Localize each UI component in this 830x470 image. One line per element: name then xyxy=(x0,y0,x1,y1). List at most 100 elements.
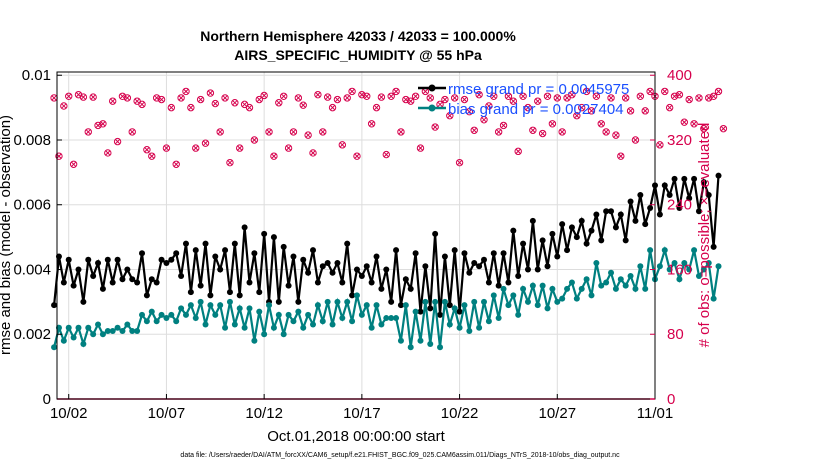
possible-count-marker xyxy=(587,107,596,115)
evaluated-count-marker xyxy=(642,108,648,114)
bias-point xyxy=(305,311,312,318)
possible-count-marker xyxy=(255,95,263,104)
evaluated-count-marker xyxy=(95,122,101,128)
bias-point xyxy=(148,308,155,315)
evaluated-count-marker xyxy=(574,113,580,119)
bias-point xyxy=(432,298,439,305)
possible-count-marker xyxy=(304,131,312,139)
evaluated-count-marker xyxy=(139,101,145,107)
bias-point xyxy=(671,260,678,267)
possible-count-marker xyxy=(656,141,664,149)
rmse-point xyxy=(212,253,219,260)
evaluated-count-marker xyxy=(535,98,541,104)
rmse-point xyxy=(608,208,615,215)
evaluated-count-marker xyxy=(90,94,96,100)
evaluated-count-marker xyxy=(388,93,394,99)
rmse-point xyxy=(710,243,717,250)
evaluated-count-marker xyxy=(334,96,340,103)
possible-count-marker xyxy=(450,94,459,102)
evaluated-count-marker xyxy=(579,105,585,111)
bias-point xyxy=(407,344,414,351)
rmse-point xyxy=(427,305,434,312)
bias-point xyxy=(295,308,302,315)
evaluated-count-marker xyxy=(276,100,282,106)
rmse-point xyxy=(461,250,468,257)
bias-point xyxy=(695,272,702,279)
evaluated-count-marker xyxy=(701,126,707,132)
bias-point xyxy=(197,298,204,305)
rmse-point xyxy=(251,250,258,257)
possible-count-marker xyxy=(211,99,219,108)
bias-point xyxy=(524,298,531,305)
possible-count-marker xyxy=(553,94,561,102)
bias-point xyxy=(124,321,131,328)
possible-count-marker xyxy=(578,103,586,112)
rmse-point xyxy=(158,256,165,263)
evaluated-count-marker xyxy=(500,122,507,128)
bias-point xyxy=(529,282,536,289)
rmse-point xyxy=(241,224,248,231)
evaluated-count-marker xyxy=(286,145,292,151)
bias-point xyxy=(505,302,512,309)
possible-count-marker xyxy=(216,128,224,136)
evaluated-count-marker xyxy=(232,100,238,106)
y-axis-label: rmse and bias (model - observation) xyxy=(0,115,14,355)
rmse-point xyxy=(583,240,590,247)
bias-point xyxy=(715,263,722,270)
possible-count-marker xyxy=(162,144,171,152)
bias-point xyxy=(691,247,698,254)
evaluated-count-marker xyxy=(427,95,433,101)
bias-point xyxy=(598,282,605,289)
possible-count-marker xyxy=(128,128,136,136)
bias-point xyxy=(75,324,82,331)
legend-bias-marker xyxy=(428,104,436,112)
rmse-point xyxy=(466,269,473,276)
bias-point xyxy=(119,328,126,335)
possible-count-marker xyxy=(602,128,610,136)
possible-count-marker xyxy=(529,126,537,134)
possible-count-marker xyxy=(187,103,195,112)
evaluated-count-marker xyxy=(676,92,682,98)
y2-axis-ticks: 0 80 160 240 320 400 xyxy=(650,67,692,408)
bias-point xyxy=(363,302,370,309)
bias-point xyxy=(603,279,610,286)
y-tick-label: 0.002 xyxy=(13,326,51,343)
evaluated-count-marker xyxy=(354,153,360,159)
rmse-point xyxy=(393,247,400,254)
evaluated-count-marker xyxy=(85,129,91,135)
bias-point xyxy=(353,292,360,299)
possible-count-marker xyxy=(597,120,605,128)
bias-point xyxy=(412,308,419,315)
bias-point xyxy=(246,305,253,312)
evaluated-count-marker xyxy=(711,93,717,99)
possible-count-marker xyxy=(499,121,508,130)
possible-count-marker xyxy=(108,97,117,105)
rmse-point xyxy=(529,217,536,224)
rmse-point xyxy=(573,234,580,241)
rmse-point xyxy=(456,308,463,315)
bias-point xyxy=(202,321,209,328)
rmse-point xyxy=(114,256,121,263)
possible-count-marker xyxy=(172,160,180,168)
evaluated-count-marker xyxy=(217,129,223,135)
evaluated-count-marker xyxy=(51,95,57,101)
y-tick-label: 0.004 xyxy=(13,261,51,278)
bias-point xyxy=(368,324,375,331)
possible-count-marker xyxy=(534,97,542,105)
y-axis-ticks: 0 0.002 0.004 0.006 0.008 0.01 xyxy=(13,67,62,408)
bias-point xyxy=(285,311,292,318)
x-tick-label: 10/17 xyxy=(343,405,381,422)
evaluated-count-marker xyxy=(603,129,609,135)
bias-point xyxy=(290,318,297,325)
rmse-point xyxy=(139,250,146,257)
rmse-point xyxy=(231,240,238,247)
bias-point xyxy=(134,328,141,335)
possible-count-marker xyxy=(265,128,273,136)
evaluated-count-marker xyxy=(71,161,77,167)
possible-count-marker xyxy=(431,123,439,131)
rmse-point xyxy=(314,279,321,286)
evaluated-count-marker xyxy=(222,95,228,101)
bias-point xyxy=(231,321,238,328)
possible-count-marker xyxy=(182,87,190,96)
possible-count-marker xyxy=(294,94,303,102)
